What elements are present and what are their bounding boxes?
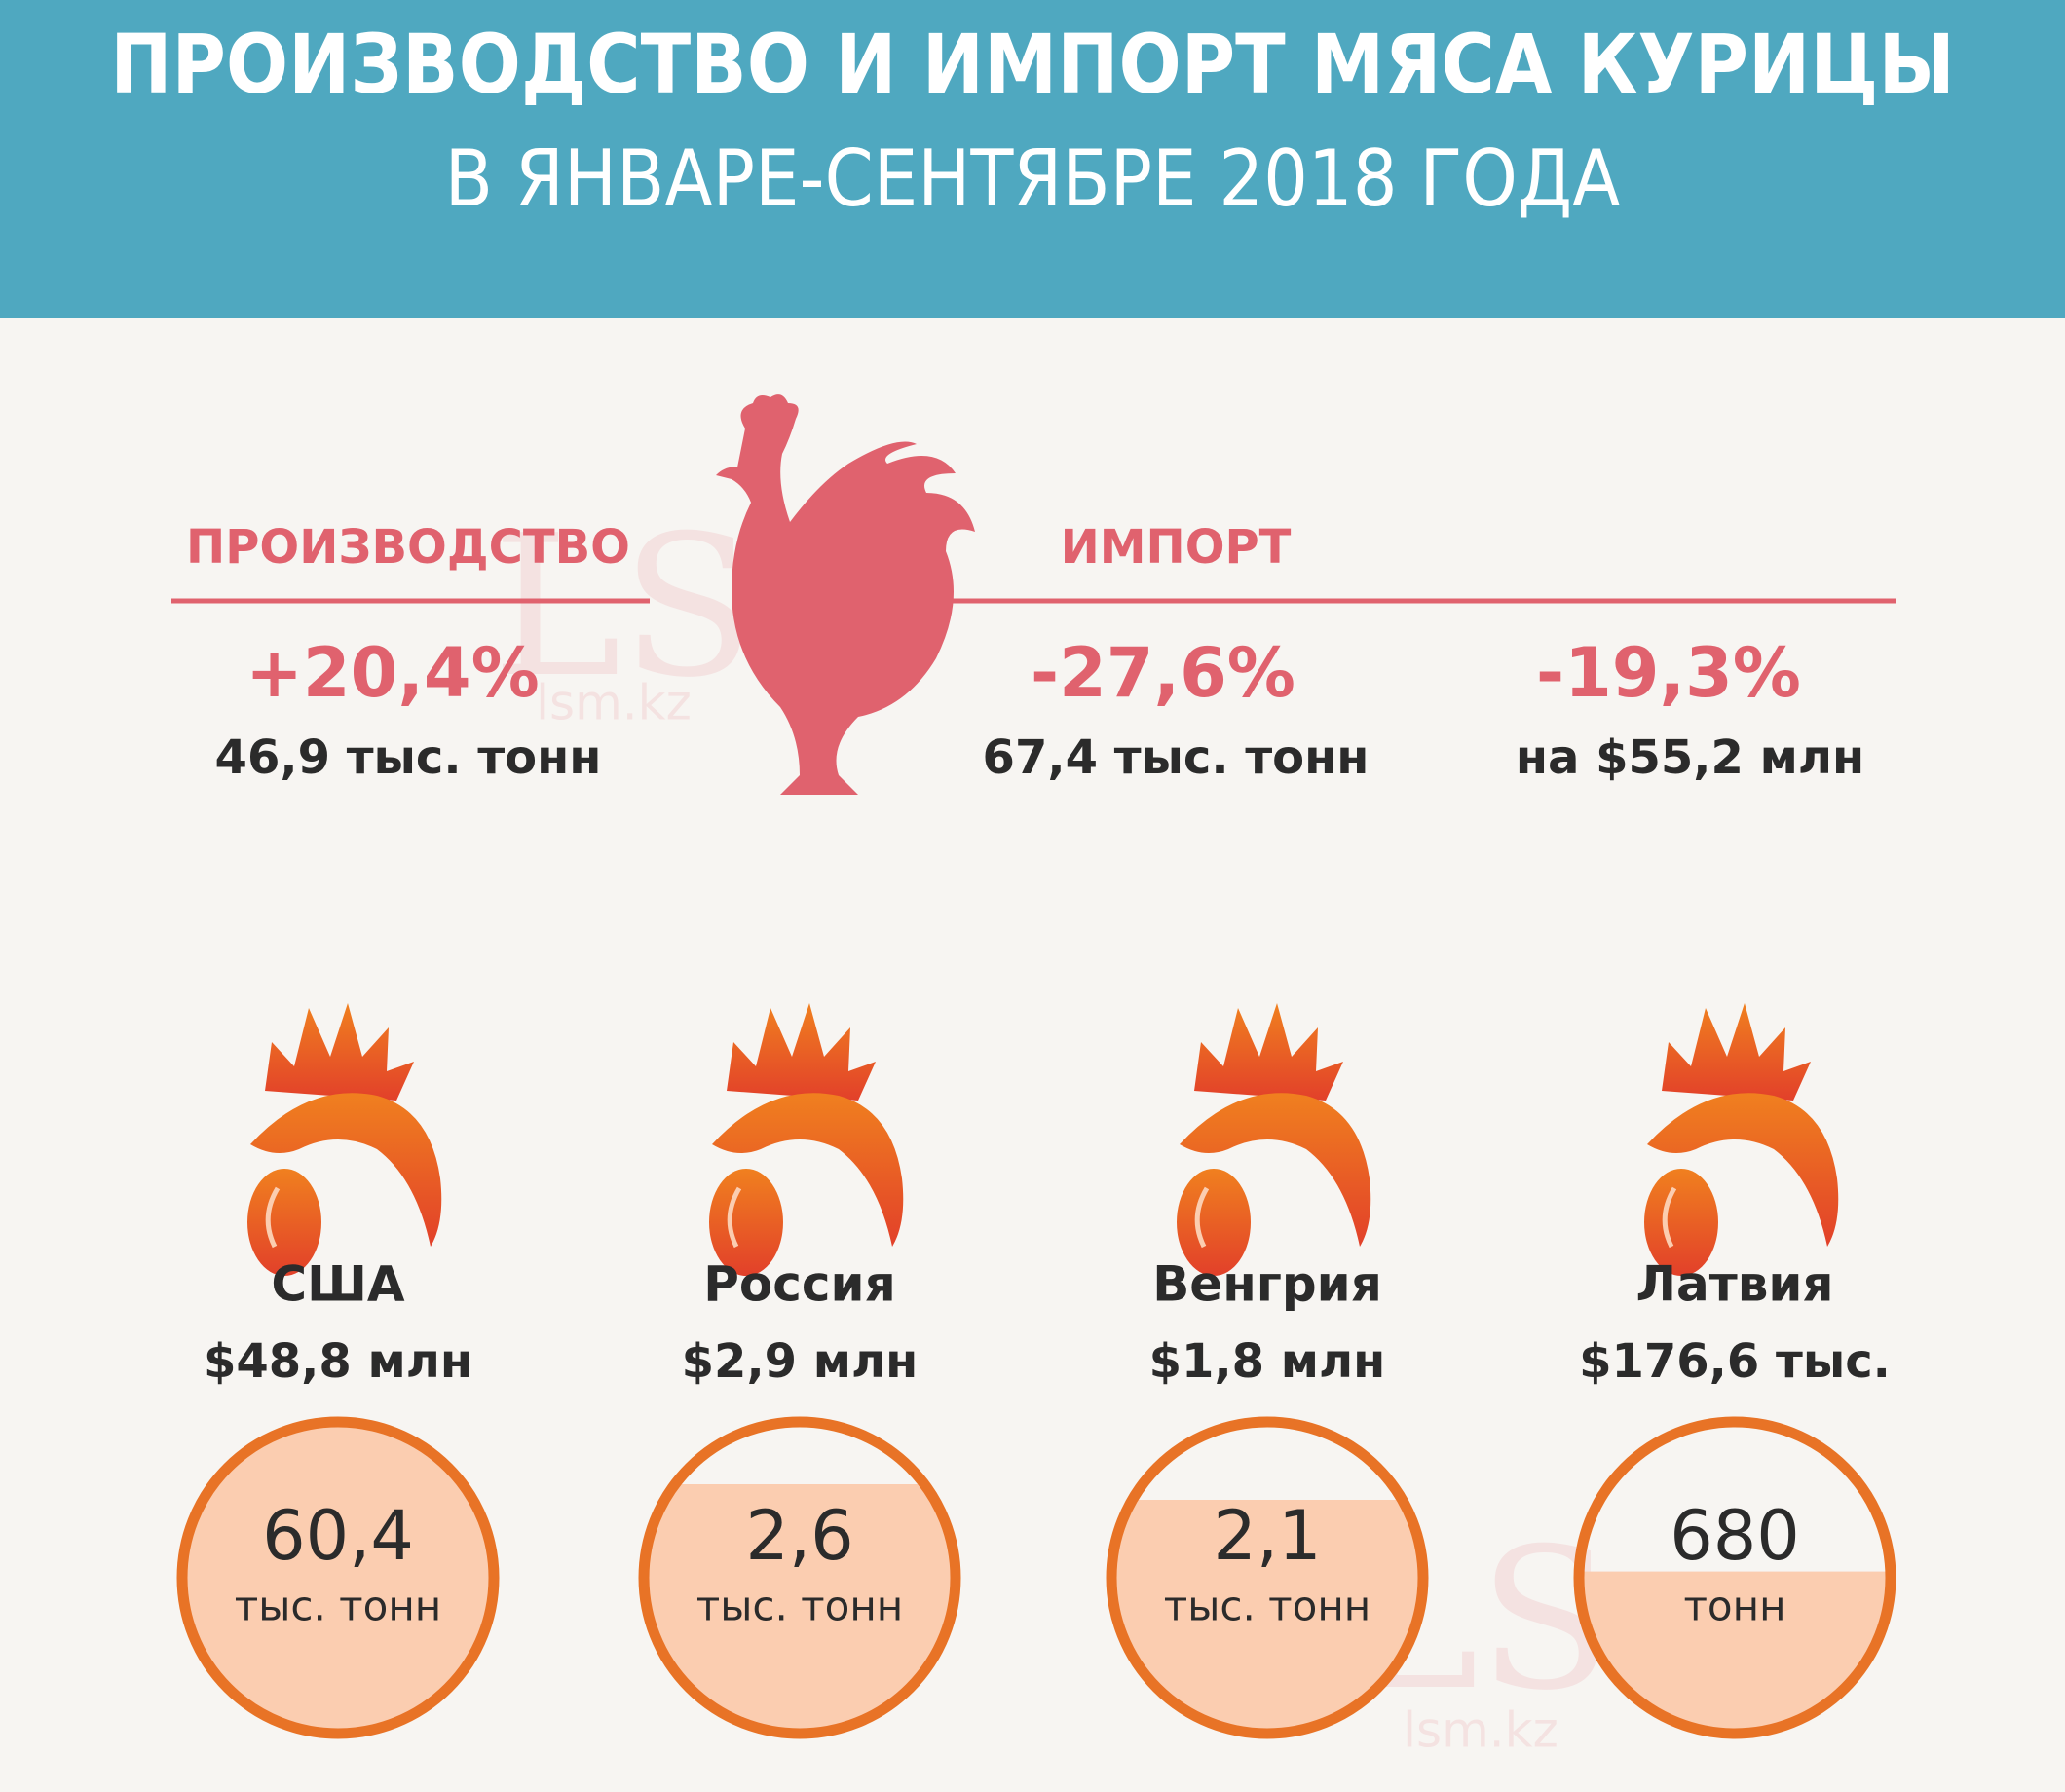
country-unit: тыс. тонн	[235, 1583, 442, 1630]
country-name: Россия	[703, 1256, 895, 1313]
subtitle: В ЯНВАРЕ-СЕНТЯБРЕ 2018 ГОДА	[445, 133, 1621, 224]
country-name: США	[271, 1256, 404, 1313]
circle-ring	[638, 1416, 961, 1739]
rooster-icon	[716, 394, 975, 795]
rooster-head-icon	[247, 1003, 441, 1276]
production-change: +20,4%	[245, 633, 540, 713]
title: ПРОИЗВОДСТВО И ИМПОРТ МЯСА КУРИЦЫ	[110, 17, 1955, 112]
country-unit: тыс. тонн	[696, 1583, 904, 1630]
import-volume-change: -27,6%	[1031, 633, 1295, 713]
country-amount: 680	[1670, 1496, 1800, 1576]
country-name: Венгрия	[1152, 1256, 1382, 1313]
country-amount: 60,4	[262, 1496, 414, 1576]
import-volume: 67,4 тыс. тонн	[983, 730, 1370, 785]
country-value: $1,8 млн	[1149, 1334, 1386, 1389]
production-label: ПРОИЗВОДСТВО	[186, 520, 630, 575]
circle-fill	[182, 1422, 494, 1734]
watermark: LS	[492, 494, 755, 721]
country-amount: 2,1	[1213, 1496, 1321, 1576]
country-amount: 2,6	[745, 1496, 853, 1576]
header-band	[0, 0, 2065, 318]
production-volume: 46,9 тыс. тонн	[215, 730, 602, 785]
import-value-change: -19,3%	[1536, 633, 1801, 713]
rooster-head-icon	[1644, 1003, 1838, 1276]
country-unit: тыс. тонн	[1164, 1583, 1371, 1630]
country-name: Латвия	[1635, 1256, 1833, 1313]
country-value: $2,9 млн	[682, 1334, 919, 1389]
rooster-head-icon	[709, 1003, 903, 1276]
circle-ring	[1573, 1416, 1896, 1739]
circle-ring	[176, 1416, 500, 1739]
watermark: lsm.kz	[536, 675, 692, 731]
watermark: lsm.kz	[1403, 1702, 1558, 1759]
rooster-head-icon	[1177, 1003, 1370, 1276]
country-value: $176,6 тыс.	[1579, 1334, 1891, 1389]
circle-ring	[1106, 1416, 1429, 1739]
country-value: $48,8 млн	[204, 1334, 472, 1389]
import-value: на $55,2 млн	[1516, 730, 1864, 785]
import-label: ИМПОРТ	[1061, 520, 1292, 575]
country-unit: тонн	[1683, 1583, 1785, 1630]
